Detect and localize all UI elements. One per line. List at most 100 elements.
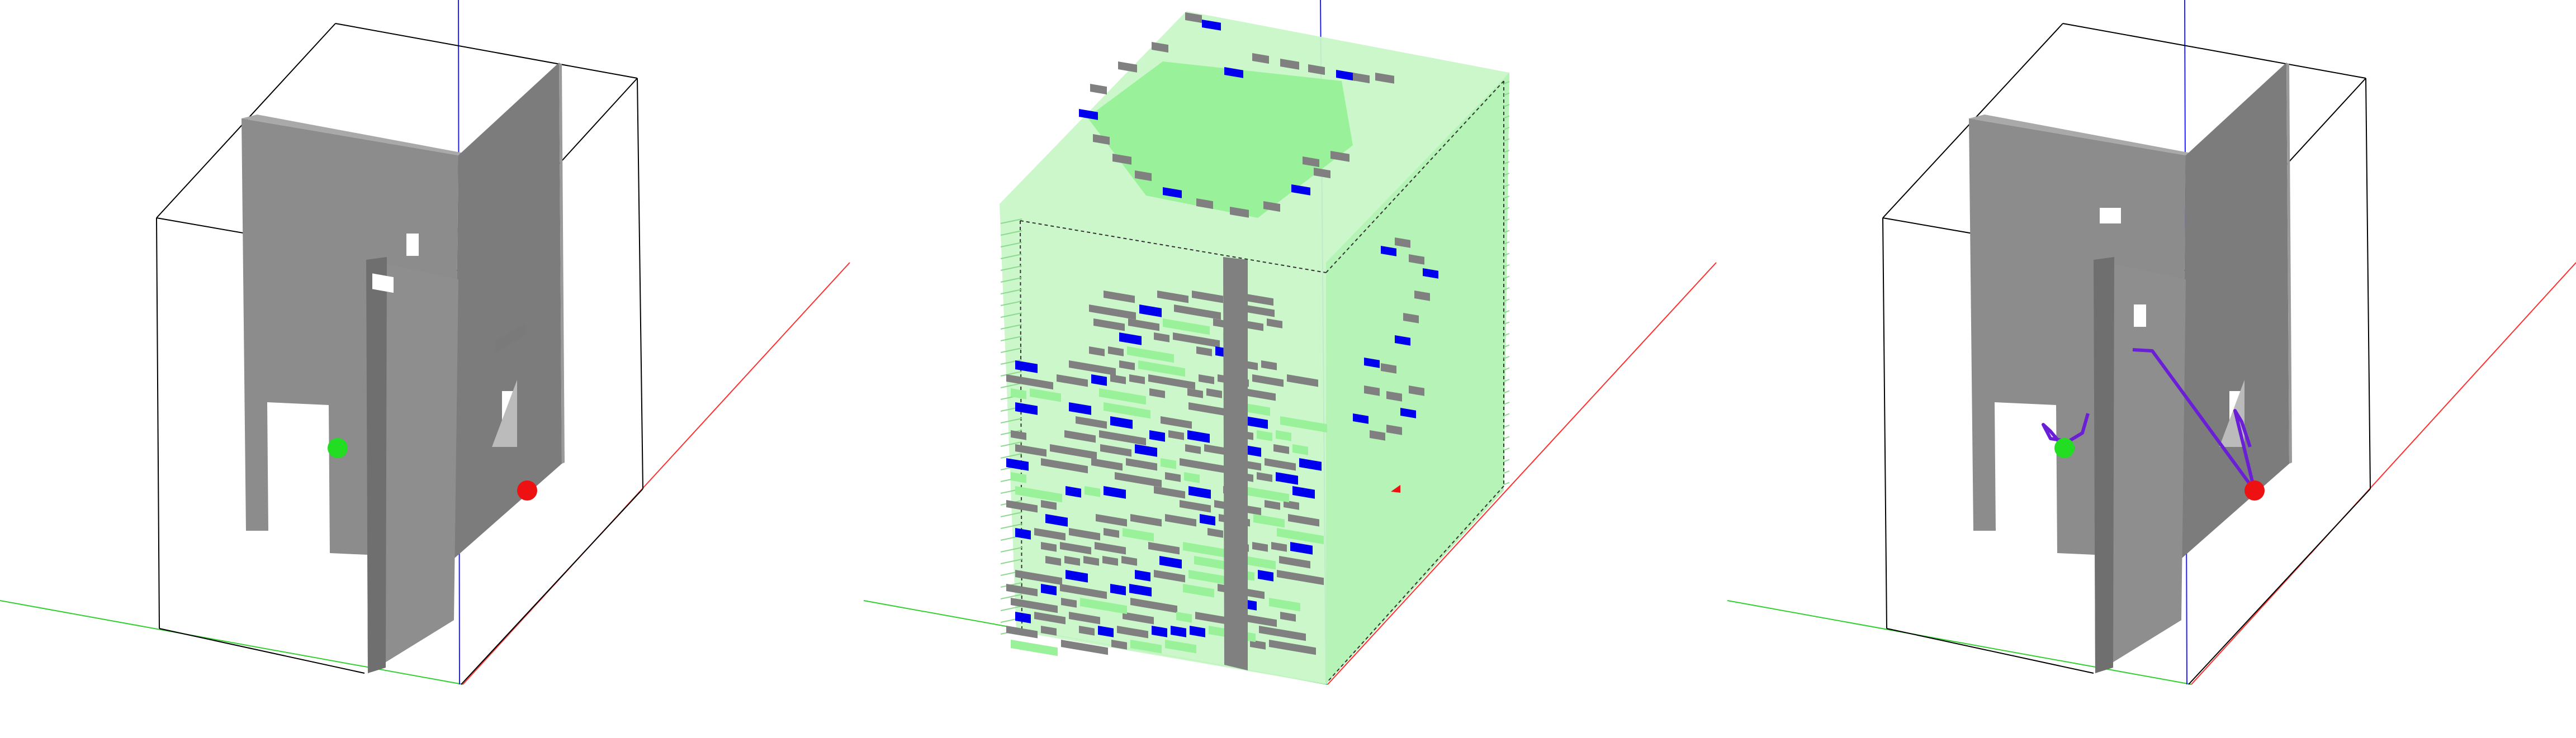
occupied-voxel [1060,542,1091,555]
free-voxel [1257,430,1272,441]
free-voxel [1176,612,1192,623]
top-ring-voxels [1079,12,1394,218]
frontier-voxel [1400,408,1416,418]
slice-layer-edge [1000,441,1022,447]
occupied-voxel [1083,556,1099,566]
frontier-voxel [1171,626,1186,637]
slice-layer-edge [1503,298,1510,302]
free-voxel [1011,388,1026,399]
frontier-voxel [1224,67,1243,78]
slice-layer-edge [1503,379,1510,382]
frontier-voxel [1069,402,1091,415]
occupied-voxel [1093,134,1110,145]
frontier-voxel [1364,358,1380,368]
frontier-voxel [1290,542,1313,555]
free-voxel [1269,598,1300,612]
free-voxel [1138,360,1185,377]
free-voxel [1188,570,1235,587]
slice-layer-edge [1000,523,1022,529]
occupied-voxel [1409,385,1424,396]
slice-layer-edge [1503,447,1510,451]
path-view-panel [1727,0,2576,685]
occupied-voxel [1099,430,1146,446]
occupied-voxel [1034,528,1066,541]
occupied-voxel [1121,556,1137,566]
slice-layer-edge [1503,356,1510,359]
frontier-voxel [1119,332,1142,345]
occupied-voxel [1330,151,1349,162]
frontier-voxel [1353,413,1368,424]
free-voxel [1276,430,1291,441]
slice-layer-edge [1503,173,1510,176]
goal-marker [1391,485,1400,493]
occupied-voxel [1045,556,1061,566]
slice-layer-edge [1503,390,1510,394]
occupied-voxel [1173,332,1220,348]
walls [242,63,565,673]
occupied-voxel [1095,542,1126,555]
occupied-voxel [1381,363,1396,374]
free-voxel [1280,416,1327,433]
x-axis-line [462,262,850,685]
free-voxel [1099,388,1146,405]
occupied-voxel [1288,514,1319,527]
frontier-voxel [1381,246,1396,256]
occupied-voxel [1353,73,1370,84]
occupied-voxel [1060,584,1107,599]
free-voxel [1030,388,1061,402]
occupied-voxel [1196,198,1213,210]
frontier-voxel [1104,486,1126,499]
goal-marker [517,480,537,501]
frontier-voxel [1098,626,1114,637]
occupied-voxel [1152,42,1168,53]
occupied-voxel [1135,170,1152,182]
slice-layer-edge [1503,425,1510,428]
occupied-voxel [1115,472,1162,488]
occupied-voxel [1284,500,1299,510]
slice-layer-edge [1503,253,1510,256]
frontier-voxel [1015,612,1031,623]
occupied-voxel [1364,385,1380,396]
occupied-voxel [1069,528,1100,541]
occupied-voxel [1308,64,1325,75]
slice-frame [1020,80,1504,682]
slice-layer-edge [1503,333,1510,336]
occupied-voxel [1314,168,1330,179]
free-voxel [1165,640,1196,654]
occupied-voxel [1273,444,1289,454]
free-voxel [1161,458,1176,469]
occupied-voxel [1265,500,1280,510]
occupied-voxel [1050,444,1097,460]
occupied-voxel [1154,486,1185,499]
frontier-voxel [1149,430,1165,442]
occupied-voxel [1034,612,1066,625]
slice-stack [1000,11,1509,684]
occupied-voxel [1111,640,1127,650]
slice-layer-edge [1503,150,1510,153]
free-voxel [1130,640,1162,654]
walls [1969,63,2292,673]
slice-layer-edge [1000,312,1022,318]
occupied-voxel [1271,542,1287,552]
free-voxel [1183,542,1230,559]
frontier-voxel [1246,416,1268,429]
frontier-voxel [1110,584,1126,596]
occupied-voxel [1126,458,1157,471]
frontier-voxel [1152,626,1167,637]
frontier-voxel [1188,486,1211,499]
occupied-voxel [1079,626,1095,636]
occupied-voxel [1395,237,1410,248]
occupied-voxel [1096,514,1127,527]
frontier-voxel [1163,187,1182,198]
occupied-voxel [1409,254,1424,265]
slice-layer-edge [1503,196,1510,199]
start-marker [2054,438,2075,458]
occupied-voxel [1386,391,1402,402]
y-axis-line [0,600,463,685]
x-axis-line [2191,262,2576,685]
occupied-voxel [1199,374,1214,384]
slice-layer-edge [1000,336,1022,341]
occupied-voxel [1015,570,1062,585]
occupied-voxel [1252,53,1269,64]
